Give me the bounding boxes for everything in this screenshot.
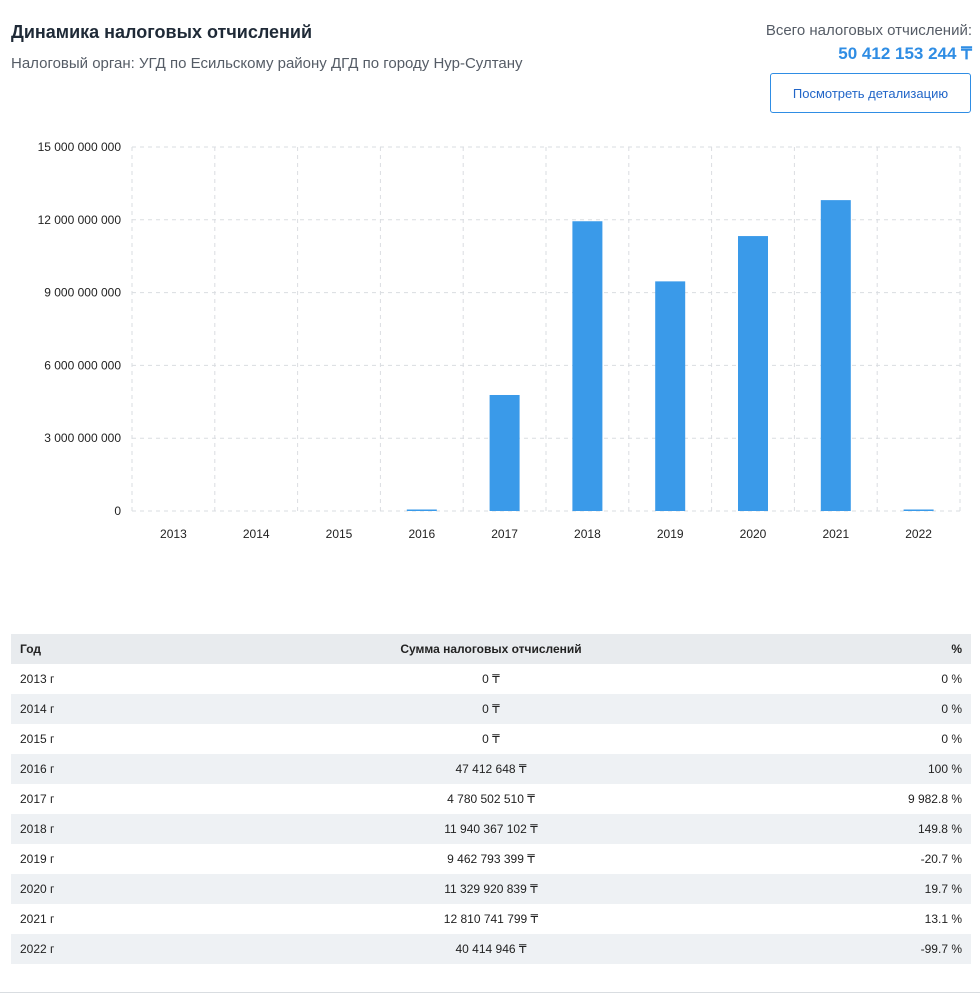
view-details-button[interactable]: Посмотреть детализацию bbox=[770, 73, 971, 113]
bar-2017[interactable] bbox=[489, 394, 520, 511]
cell-sum: 12 810 741 799 ₸ bbox=[443, 912, 539, 926]
header-sum: Сумма налоговых отчислений bbox=[169, 634, 813, 664]
table-header-row: Год Сумма налоговых отчислений % bbox=[11, 634, 971, 664]
table-row: 2018 г 11 940 367 102 ₸ 149.8 % bbox=[11, 814, 971, 844]
tax-bar-chart: 0 3 000 000 000 6 000 000 000 9 000 000 000… bbox=[38, 140, 961, 541]
x-tick-label: 2015 bbox=[326, 527, 353, 541]
cell-percent: -99.7 % bbox=[813, 934, 971, 964]
cell-sum: 11 940 367 102 ₸ bbox=[169, 814, 813, 844]
cell-percent: 0 % bbox=[813, 694, 971, 724]
table-row: 2021 г 12 810 741 799 ₸ 13.1 % bbox=[11, 904, 971, 934]
bar-2018[interactable] bbox=[572, 221, 603, 511]
cell-year: 2017 г bbox=[20, 792, 55, 806]
x-axis-labels: 2013 2014 2015 2016 2017 2018 2019 2020 2021 2022 bbox=[160, 527, 932, 541]
tax-table: Год Сумма налоговых отчислений % 2013 г 0… bbox=[11, 634, 971, 964]
divider bbox=[0, 992, 980, 993]
header-percent: % bbox=[813, 634, 971, 664]
cell-year: 2021 г bbox=[20, 912, 55, 926]
cell-percent: -20.7 % bbox=[920, 852, 962, 866]
cell-year: 2014 г bbox=[11, 694, 169, 724]
tax-authority-subtitle: Налоговый орган: УГД по Есильскому район… bbox=[11, 55, 523, 72]
x-tick-label: 2014 bbox=[243, 527, 270, 541]
table-row: 2016 г 47 412 648 ₸ 100 % bbox=[11, 754, 971, 784]
x-tick-label: 2018 bbox=[574, 527, 601, 541]
x-tick-label: 2013 bbox=[160, 527, 187, 541]
y-tick-label: 15 000 000 000 bbox=[38, 140, 122, 154]
x-tick-label: 2021 bbox=[822, 527, 849, 541]
table-row: 2013 г 0 ₸ 0 % bbox=[11, 664, 971, 694]
y-tick-label: 12 000 000 000 bbox=[38, 213, 122, 227]
header-year: Год bbox=[11, 634, 169, 664]
cell-year: 2019 г bbox=[20, 852, 55, 866]
page-title: Динамика налоговых отчислений bbox=[11, 22, 313, 42]
table-row: 2020 г 11 329 920 839 ₸ 19.7 % bbox=[11, 874, 971, 904]
total-value: 50 412 153 244 ₸ bbox=[838, 44, 972, 63]
cell-percent: 9 982.8 % bbox=[907, 792, 962, 806]
table-row: 2019 г 9 462 793 399 ₸ -20.7 % bbox=[11, 844, 971, 874]
x-tick-label: 2017 bbox=[491, 527, 518, 541]
cell-sum: 4 780 502 510 ₸ bbox=[447, 792, 535, 806]
bar-2021[interactable] bbox=[820, 200, 851, 511]
cell-year: 2020 г bbox=[11, 874, 169, 904]
x-tick-label: 2020 bbox=[740, 527, 767, 541]
total-label: Всего налоговых отчислений: bbox=[765, 22, 972, 39]
cell-year: 2013 г bbox=[20, 672, 55, 686]
cell-year: 2016 г bbox=[11, 754, 169, 784]
bar-2020[interactable] bbox=[738, 236, 768, 511]
cell-percent: 19.7 % bbox=[813, 874, 971, 904]
y-tick-label: 3 000 000 000 bbox=[44, 431, 121, 445]
table-row: 2022 г 40 414 946 ₸ -99.7 % bbox=[11, 934, 971, 964]
bar-2022[interactable] bbox=[903, 509, 934, 512]
cell-sum: 0 ₸ bbox=[482, 672, 500, 686]
chart-bars bbox=[406, 200, 934, 512]
cell-percent: 13.1 % bbox=[924, 912, 962, 926]
cell-percent: 0 % bbox=[941, 732, 962, 746]
cell-sum: 40 414 946 ₸ bbox=[169, 934, 813, 964]
x-tick-label: 2019 bbox=[657, 527, 684, 541]
cell-sum: 0 ₸ bbox=[482, 732, 500, 746]
cell-sum: 47 412 648 ₸ bbox=[169, 754, 813, 784]
bar-2019[interactable] bbox=[655, 281, 686, 511]
y-tick-label: 6 000 000 000 bbox=[44, 358, 121, 372]
x-tick-label: 2022 bbox=[905, 527, 932, 541]
y-tick-label: 0 bbox=[114, 504, 121, 518]
y-tick-label: 9 000 000 000 bbox=[44, 286, 121, 300]
cell-sum: 0 ₸ bbox=[169, 694, 813, 724]
cell-percent: 149.8 % bbox=[813, 814, 971, 844]
cell-year: 2022 г bbox=[11, 934, 169, 964]
cell-percent: 0 % bbox=[941, 672, 962, 686]
bar-2016[interactable] bbox=[406, 509, 437, 512]
y-axis-labels: 0 3 000 000 000 6 000 000 000 9 000 000 000… bbox=[38, 140, 122, 518]
table-row: 2017 г 4 780 502 510 ₸ 9 982.8 % bbox=[11, 784, 971, 814]
cell-sum: 11 329 920 839 ₸ bbox=[169, 874, 813, 904]
cell-sum: 9 462 793 399 ₸ bbox=[447, 852, 535, 866]
cell-year: 2018 г bbox=[11, 814, 169, 844]
table-row: 2015 г 0 ₸ 0 % bbox=[11, 724, 971, 754]
cell-percent: 100 % bbox=[813, 754, 971, 784]
cell-year: 2015 г bbox=[20, 732, 55, 746]
x-tick-label: 2016 bbox=[408, 527, 435, 541]
